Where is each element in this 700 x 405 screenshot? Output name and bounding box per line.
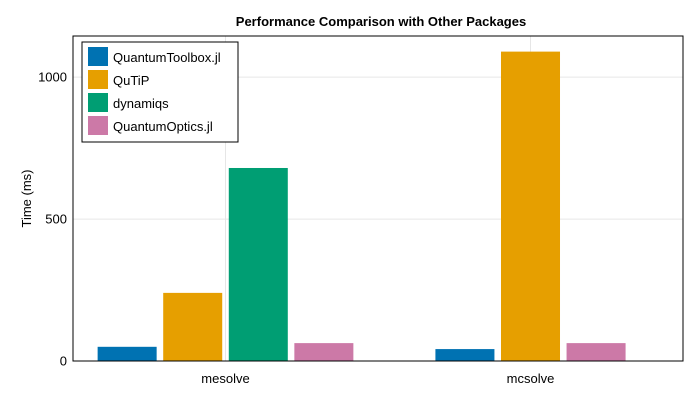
bar-mcsolve-0 <box>435 349 495 361</box>
bar-mesolve-1 <box>163 292 223 361</box>
legend-swatch <box>88 70 108 89</box>
y-tick-label: 500 <box>45 212 67 227</box>
x-tick-label: mesolve <box>201 371 249 386</box>
legend: QuantumToolbox.jl QuTiP dynamiqs QuantumOpt… <box>81 41 239 143</box>
y-tick-label: 1000 <box>38 70 67 85</box>
bar-mcsolve-3 <box>566 343 626 361</box>
bars <box>97 51 626 361</box>
x-tick-label: mcsolve <box>507 371 555 386</box>
legend-swatch <box>88 47 108 66</box>
legend-swatch <box>88 116 108 135</box>
legend-label: QuantumToolbox.jl <box>113 50 221 65</box>
legend-label: QuantumOptics.jl <box>113 119 213 134</box>
legend-label: QuTiP <box>113 73 149 88</box>
bar-mesolve-3 <box>294 343 354 361</box>
chart-title: Performance Comparison with Other Packag… <box>236 14 526 29</box>
bar-mesolve-0 <box>97 346 157 361</box>
y-axis: 0 500 1000 <box>38 70 67 369</box>
legend-label: dynamiqs <box>113 96 169 111</box>
y-tick-label: 0 <box>60 354 67 369</box>
plot-frame <box>72 35 684 362</box>
bar-mesolve-2 <box>228 167 288 361</box>
y-axis-label: Time (ms) <box>19 169 34 227</box>
bar-mcsolve-1 <box>500 51 561 361</box>
x-axis: mesolve mcsolve <box>201 371 554 386</box>
legend-swatch <box>88 93 108 112</box>
